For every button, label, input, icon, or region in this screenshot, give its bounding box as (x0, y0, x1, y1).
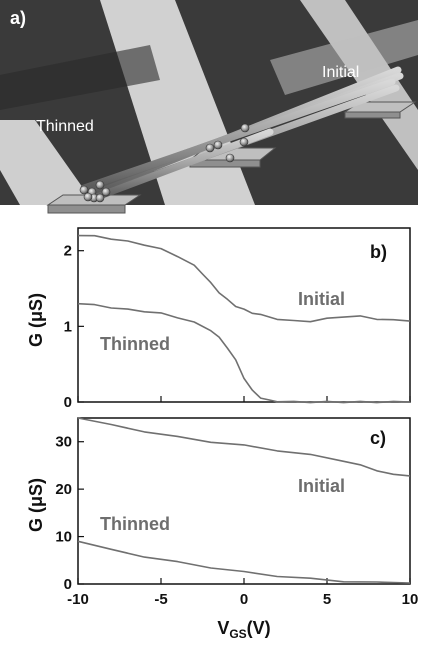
panel-c-ylabel: G (μS) (26, 478, 46, 532)
electrode-stripe (270, 20, 418, 95)
panel-c-axis-ticks: 0 10 20 30 -10 -5 0 5 10 (55, 434, 418, 608)
panel-b-series-initial (77, 234, 411, 323)
panel-c-tag: c) (370, 428, 386, 448)
panel-a-tag: a) (10, 8, 26, 28)
panel-b-ytick-label: 1 (64, 318, 72, 335)
panel-b-axis-ticks: 0 1 2 (64, 243, 411, 411)
panel-c-xtick-label: 5 (323, 591, 331, 608)
x-axis-label: VGS(V) (217, 618, 270, 641)
photo-label-thinned: Thinned (36, 118, 94, 135)
panel-b-ytick-label: 2 (64, 243, 72, 260)
panel-c-xtick-label: -5 (154, 591, 167, 608)
contact-pad-side (47, 204, 126, 214)
photo-label-initial: Initial (322, 64, 359, 81)
panel-b-frame (77, 227, 411, 403)
panel-c-ytick-label: 10 (55, 529, 72, 546)
panel-c-ytick-label: 20 (55, 481, 72, 498)
panel-c-xtick-label: 0 (240, 591, 248, 608)
panel-b: 0 1 2 b) Initial Thinned G (μS) (26, 227, 411, 411)
panel-c-xtick-label: 10 (402, 591, 419, 608)
panel-c-frame (77, 417, 411, 585)
panel-c-ytick-label: 0 (64, 576, 72, 593)
x-axis-label-sub: GS (229, 627, 246, 641)
panel-c-xtick-label: -10 (67, 591, 89, 608)
panel-b-ytick-label: 0 (64, 394, 72, 411)
panel-c-series (77, 417, 411, 584)
panel-a-image: a) Initial Thinned (0, 0, 418, 214)
panel-b-ylabel: G (μS) (26, 293, 46, 347)
electrode-stripe (0, 120, 95, 205)
panel-b-annotation-initial: Initial (298, 289, 345, 309)
x-axis-label-unit: (V) (247, 618, 271, 638)
panel-c-series-initial (77, 417, 411, 477)
panel-b-annotation-thinned: Thinned (100, 334, 170, 354)
panel-c-annotation-thinned: Thinned (100, 514, 170, 534)
panel-c-ytick-label: 30 (55, 434, 72, 451)
panel-c-series-thinned (77, 540, 411, 584)
panel-c: 0 10 20 30 -10 -5 0 5 10 c) Initial Thinned G (μ… (26, 417, 418, 608)
tube-ends (79, 123, 250, 203)
panel-b-series (77, 234, 411, 404)
x-axis-label-main: V (217, 618, 229, 638)
panel-b-tag: b) (370, 242, 387, 262)
panel-c-annotation-initial: Initial (298, 476, 345, 496)
panel-b-series-thinned (77, 302, 411, 404)
